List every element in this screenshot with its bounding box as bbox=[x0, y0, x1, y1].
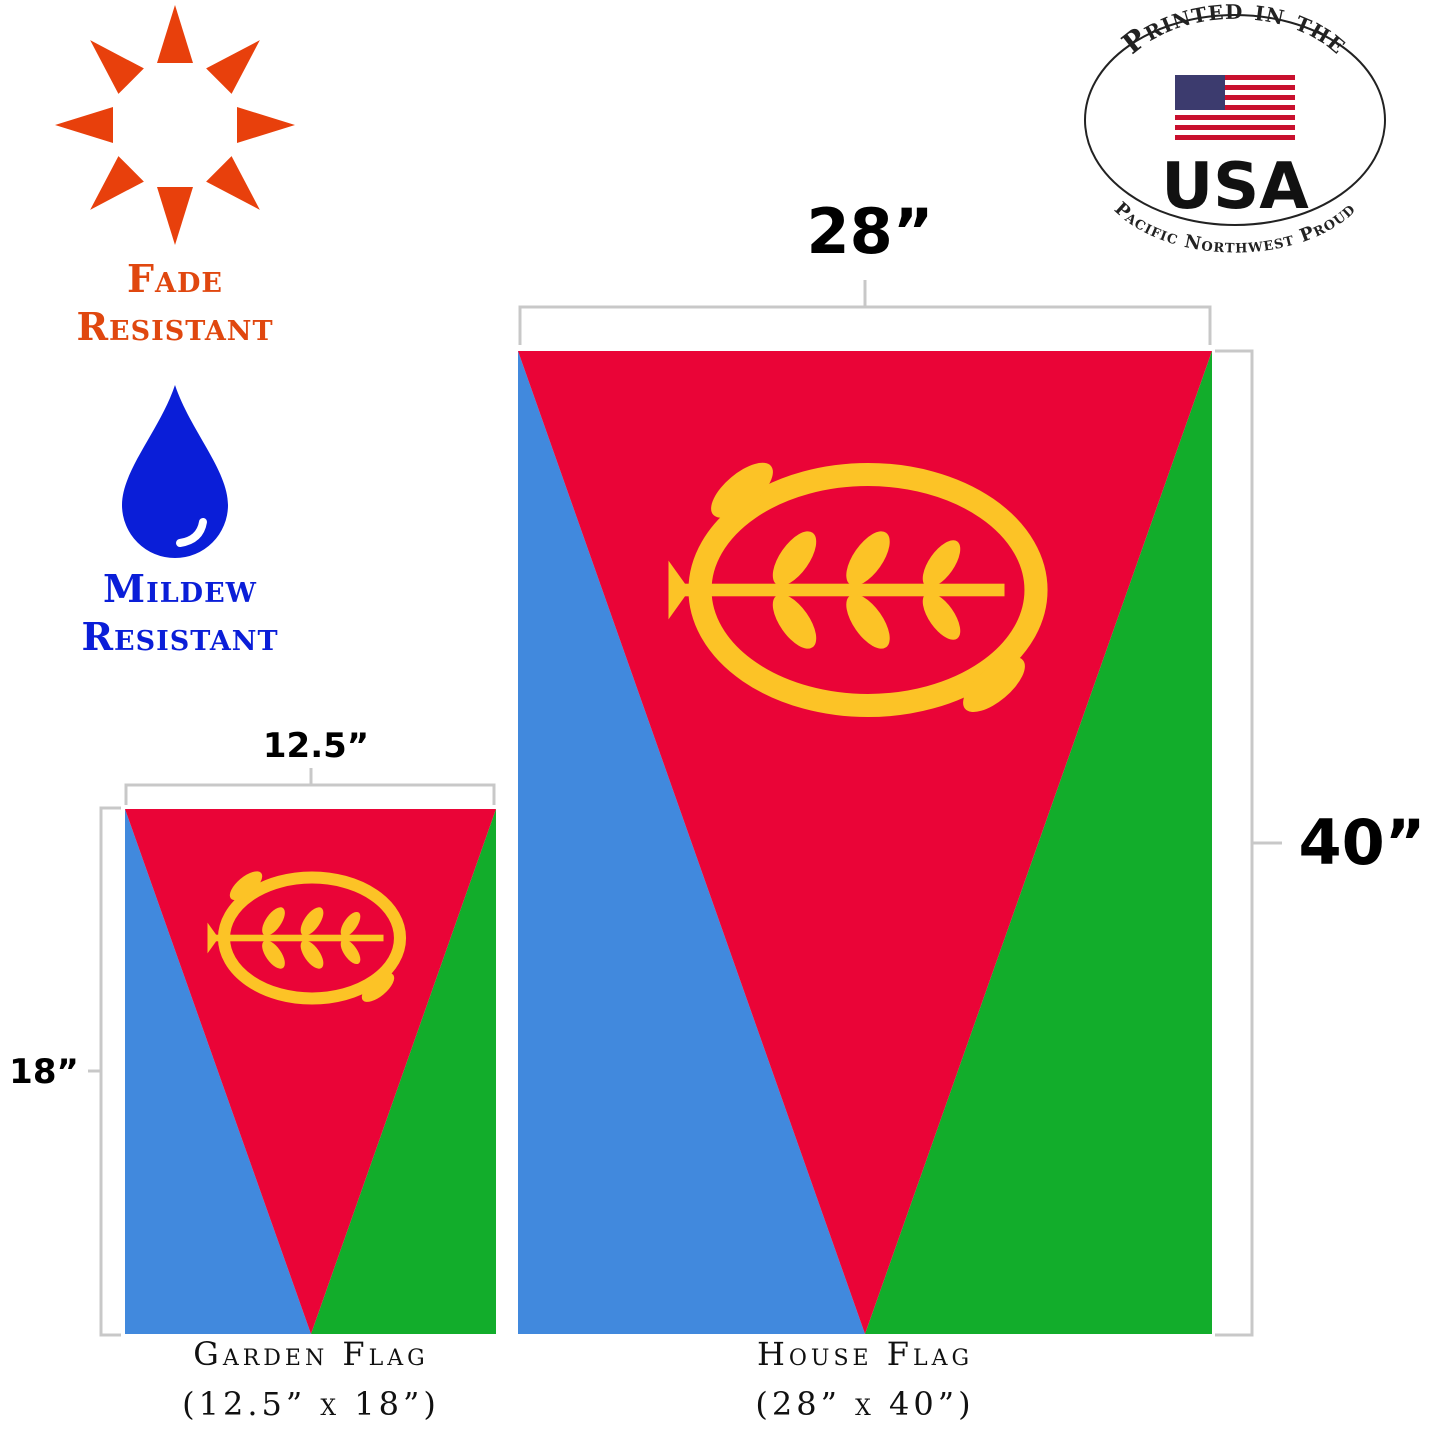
mildew-label: Resistant bbox=[81, 614, 278, 659]
house-width: 28” bbox=[806, 195, 933, 268]
height-bracket bbox=[1215, 349, 1282, 1337]
us-flag bbox=[1175, 75, 1295, 140]
garden-height: 18” bbox=[9, 1052, 79, 1092]
logo-top-text: Printed in the bbox=[1116, 0, 1354, 61]
garden-size: (12.5” x 18”) bbox=[182, 1385, 440, 1423]
logo-top: Printed in the bbox=[1116, 0, 1355, 61]
garden-name: Garden Flag bbox=[193, 1335, 428, 1373]
width-bracket bbox=[518, 280, 1212, 345]
mildew-label: Mildew bbox=[103, 566, 257, 611]
fade-label: Resistant bbox=[76, 304, 273, 349]
garden-flag bbox=[125, 809, 496, 1334]
house-size: (28” x 40”) bbox=[755, 1385, 974, 1423]
width-bracket bbox=[124, 768, 496, 805]
usa-logo: Printed in the USA Pacific Northwest Pro… bbox=[1084, 0, 1386, 258]
fade-label: Fade bbox=[127, 256, 223, 301]
height-bracket bbox=[88, 806, 121, 1337]
house-name: House Flag bbox=[757, 1335, 973, 1373]
house-height: 40” bbox=[1298, 806, 1425, 879]
drop-icon bbox=[122, 385, 228, 558]
garden-width: 12.5” bbox=[263, 726, 369, 766]
logo-main: USA bbox=[1161, 150, 1309, 224]
house-flag bbox=[518, 351, 1212, 1334]
sun-icon bbox=[55, 5, 295, 245]
drop-highlight bbox=[176, 518, 207, 547]
